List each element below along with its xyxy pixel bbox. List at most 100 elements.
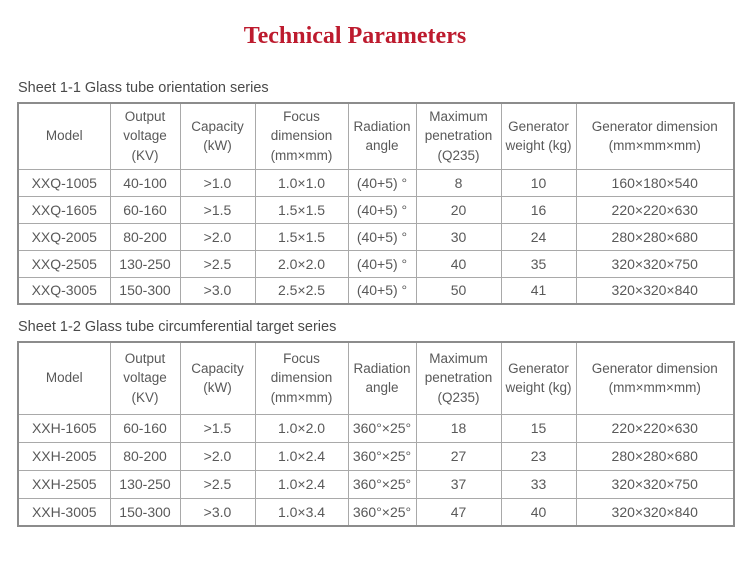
table-row: XXH-3005 150-300 >3.0 1.0×3.4 360°×25° 47 40 32… [17,497,735,527]
table-cell: >1.5 [179,413,256,443]
header-row: Model Output voltage (KV) Capacity (kW) … [17,341,735,415]
table-cell: 20 [415,195,502,224]
table-cell: >2.5 [179,249,256,278]
table-cell: 130-250 [109,469,181,499]
table-cell: 320×320×840 [575,497,735,527]
column-header-capacity: Capacity (kW) [179,341,256,415]
table-cell: 18 [415,413,502,443]
table-cell: 360°×25° [347,469,417,499]
table-cell: (40+5) ° [347,168,417,197]
technical-parameters-page: Technical Parameters Sheet 1-1 Glass tub… [0,22,750,561]
table-cell: 360°×25° [347,497,417,527]
table-cell: 1.0×2.4 [254,469,349,499]
column-header-model: Model [17,341,111,415]
table-cell: (40+5) ° [347,195,417,224]
table-cell: 10 [500,168,577,197]
table-cell: 320×320×750 [575,249,735,278]
table-cell: XXQ-1605 [17,195,111,224]
table-cell: 280×280×680 [575,441,735,471]
table-cell: 360°×25° [347,413,417,443]
table-cell: 320×320×840 [575,276,735,305]
table-cell: 2.0×2.0 [254,249,349,278]
table-row: XXQ-1005 40-100 >1.0 1.0×1.0 (40+5) ° 8 10 160×… [17,168,735,197]
table-row: XXQ-1605 60-160 >1.5 1.5×1.5 (40+5) ° 20 16 220… [17,195,735,224]
table-row: XXH-2005 80-200 >2.0 1.0×2.4 360°×25° 27 23 280… [17,441,735,471]
table-cell: 160×180×540 [575,168,735,197]
column-header-generator-weight: Generator weight (kg) [500,102,577,170]
column-header-generator-dimension: Generator dimension (mm×mm×mm) [575,341,735,415]
column-header-output-voltage: Output voltage (KV) [109,102,181,170]
glass-tube-orientation-table: Model Output voltage (KV) Capacity (kW) … [17,102,735,305]
table-cell: XXQ-3005 [17,276,111,305]
glass-tube-circumferential-target-table: Model Output voltage (KV) Capacity (kW) … [17,341,735,527]
table-cell: >3.0 [179,497,256,527]
table-cell: 50 [415,276,502,305]
table-cell: >2.0 [179,441,256,471]
table-cell: 37 [415,469,502,499]
table-cell: >2.0 [179,222,256,251]
table-cell: (40+5) ° [347,249,417,278]
table-cell: 40 [500,497,577,527]
table-cell: 16 [500,195,577,224]
column-header-model: Model [17,102,111,170]
page-title: Technical Parameters [243,23,467,49]
table-row: XXH-1605 60-160 >1.5 1.0×2.0 360°×25° 18 15 220… [17,413,735,443]
column-header-generator-dimension: Generator dimension (mm×mm×mm) [575,102,735,170]
table-row: XXQ-2505 130-250 >2.5 2.0×2.0 (40+5) ° 40 35 32… [17,249,735,278]
table-cell: 35 [500,249,577,278]
table-row: XXQ-3005 150-300 >3.0 2.5×2.5 (40+5) ° 50 41 32… [17,276,735,305]
table-cell: 360°×25° [347,441,417,471]
table-cell: 220×220×630 [575,413,735,443]
table-cell: 23 [500,441,577,471]
table-cell: 30 [415,222,502,251]
table-cell: 40-100 [109,168,181,197]
table-cell: 60-160 [109,413,181,443]
header-row: Model Output voltage (KV) Capacity (kW) … [17,102,735,170]
sheet-1-1-caption: Sheet 1-1 Glass tube orientation series [18,80,269,96]
table-cell: 80-200 [109,441,181,471]
table-cell: (40+5) ° [347,276,417,305]
table-cell: >2.5 [179,469,256,499]
table-cell: >3.0 [179,276,256,305]
table-cell: >1.0 [179,168,256,197]
column-header-focus-dimension: Focus dimension (mm×mm) [254,341,349,415]
table-cell: 80-200 [109,222,181,251]
table-cell: XXH-3005 [17,497,111,527]
table-cell: 130-250 [109,249,181,278]
table-cell: XXH-2505 [17,469,111,499]
table-cell: (40+5) ° [347,222,417,251]
column-header-radiation-angle: Radiation angle [347,102,417,170]
table-cell: 27 [415,441,502,471]
table-cell: 220×220×630 [575,195,735,224]
column-header-output-voltage: Output voltage (KV) [109,341,181,415]
table-cell: 47 [415,497,502,527]
table-cell: XXQ-2505 [17,249,111,278]
table-cell: 15 [500,413,577,443]
table-cell: 1.0×1.0 [254,168,349,197]
table-cell: 2.5×2.5 [254,276,349,305]
table-cell: >1.5 [179,195,256,224]
table-cell: XXQ-2005 [17,222,111,251]
table-cell: 1.0×3.4 [254,497,349,527]
table-cell: 41 [500,276,577,305]
table-row: XXH-2505 130-250 >2.5 1.0×2.4 360°×25° 37 33 32… [17,469,735,499]
table-cell: 150-300 [109,276,181,305]
table-cell: 40 [415,249,502,278]
table-cell: 1.0×2.0 [254,413,349,443]
table-cell: 320×320×750 [575,469,735,499]
table-cell: 60-160 [109,195,181,224]
table-cell: 1.0×2.4 [254,441,349,471]
table-cell: 280×280×680 [575,222,735,251]
table-cell: XXH-2005 [17,441,111,471]
table-row: XXQ-2005 80-200 >2.0 1.5×1.5 (40+5) ° 30 24 280… [17,222,735,251]
table-cell: XXQ-1005 [17,168,111,197]
table-cell: 8 [415,168,502,197]
column-header-generator-weight: Generator weight (kg) [500,341,577,415]
table-cell: 1.5×1.5 [254,195,349,224]
column-header-capacity: Capacity (kW) [179,102,256,170]
column-header-focus-dimension: Focus dimension (mm×mm) [254,102,349,170]
table-cell: 33 [500,469,577,499]
table-cell: 1.5×1.5 [254,222,349,251]
table-cell: 24 [500,222,577,251]
table-cell: XXH-1605 [17,413,111,443]
